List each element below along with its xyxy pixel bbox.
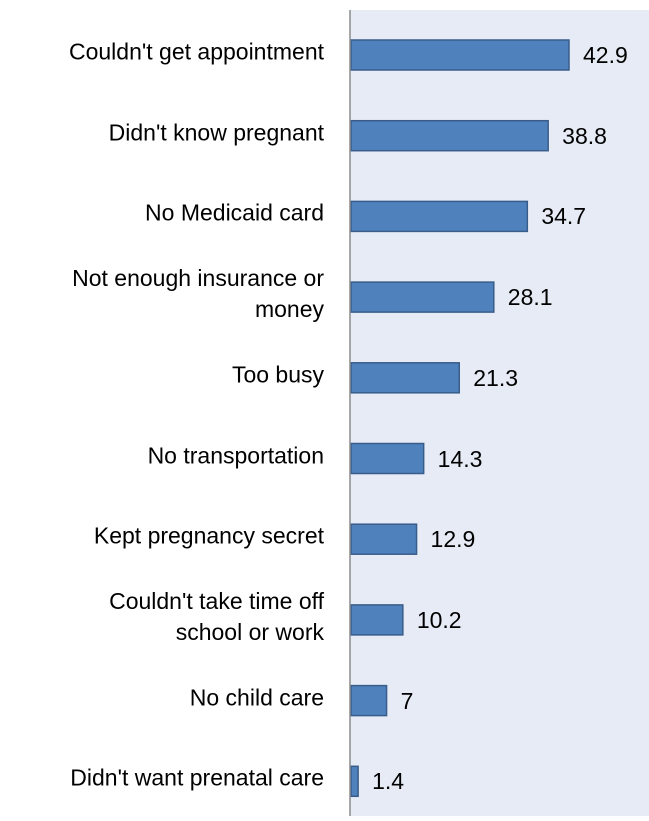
value-label-7: 10.2	[416, 606, 462, 633]
category-label-0: Couldn't get appointment	[4, 37, 324, 68]
category-label-line: Kept pregnancy secret	[93, 522, 324, 549]
value-label-2: 34.7	[541, 203, 587, 230]
bar-4	[350, 362, 460, 394]
bar-5	[350, 442, 425, 475]
value-label-1: 38.8	[562, 122, 607, 149]
category-label-8: No child care	[4, 682, 324, 713]
category-label-line: No Medicaid card	[145, 199, 324, 226]
category-label-3: Not enough insurance or money	[4, 263, 324, 325]
bar-7	[350, 604, 404, 636]
category-label-5: No transportation	[4, 440, 324, 471]
category-label-1: Didn't know pregnant	[4, 117, 324, 148]
value-label-5: 14.3	[437, 445, 483, 472]
bar-9	[350, 765, 359, 798]
category-label-2: No Medicaid card	[4, 198, 324, 229]
category-label-line: Not enough insurance or	[72, 265, 324, 292]
category-label-line: No child care	[189, 684, 324, 711]
category-label-line: Too busy	[231, 361, 324, 388]
value-label-9: 1.4	[372, 768, 405, 795]
bar-6	[350, 523, 418, 555]
bar-0	[350, 39, 570, 71]
bar-3	[350, 281, 495, 313]
value-label-3: 28.1	[507, 284, 553, 311]
category-label-line: Didn't want prenatal care	[70, 764, 324, 791]
category-label-line: Couldn't take time off	[109, 587, 324, 614]
bar-1	[350, 119, 549, 152]
value-label-8: 7	[400, 687, 414, 714]
value-label-4: 21.3	[473, 364, 518, 391]
category-label-line: school or work	[175, 618, 324, 645]
category-label-line: money	[254, 296, 324, 323]
category-label-4: Too busy	[4, 359, 324, 390]
category-label-6: Kept pregnancy secret	[4, 521, 324, 552]
value-label-6: 12.9	[430, 526, 476, 553]
category-label-line: No transportation	[147, 442, 324, 468]
bar-2	[350, 200, 529, 233]
category-label-line: Couldn't get appointment	[68, 38, 324, 65]
category-label-7: Couldn't take time off school or work	[4, 586, 324, 648]
bar-8	[350, 684, 388, 717]
value-label-0: 42.9	[583, 42, 628, 68]
category-label-line: Didn't know pregnant	[108, 119, 324, 146]
category-label-9: Didn't want prenatal care	[4, 763, 324, 794]
